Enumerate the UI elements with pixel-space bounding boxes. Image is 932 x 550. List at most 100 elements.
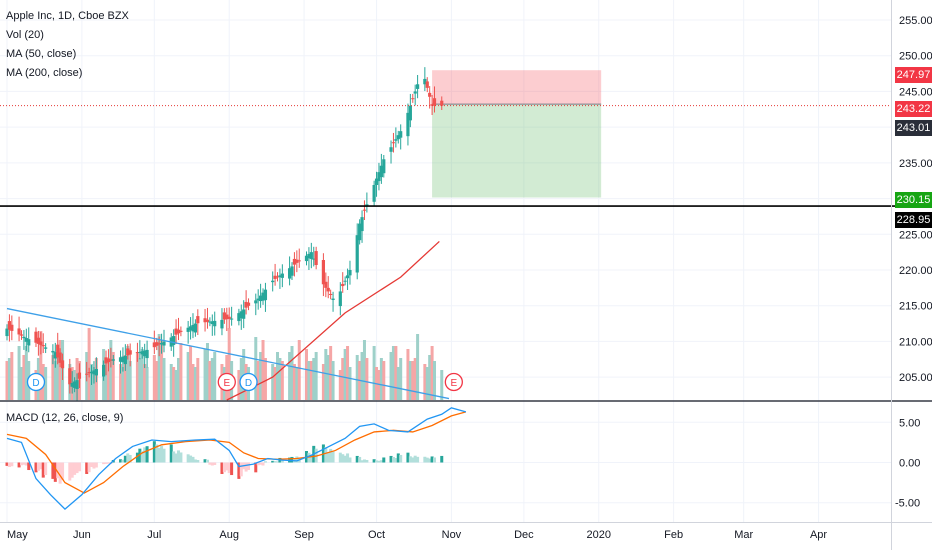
price-axis-tick-label: 250.00 <box>899 51 932 63</box>
candle-body <box>362 209 367 211</box>
candle-body <box>188 326 193 331</box>
candle-body <box>314 251 318 265</box>
volume-bar <box>87 328 91 400</box>
volume-bar <box>10 352 14 400</box>
legend-macd: MACD (12, 26, close, 9) <box>6 412 124 424</box>
macd-histogram-bar <box>205 459 209 463</box>
candle-body <box>145 349 149 359</box>
volume-bar <box>391 346 395 400</box>
volume-bar <box>321 364 325 400</box>
volume-bar <box>126 346 130 400</box>
candle-body <box>68 368 72 385</box>
event-marker-label: E <box>450 378 457 389</box>
macd-histogram-bar <box>174 453 178 463</box>
volume-bar <box>276 352 280 400</box>
candle-body <box>391 142 396 144</box>
volume-bar <box>259 352 263 400</box>
candle-body <box>41 345 45 347</box>
candle-body <box>17 328 21 335</box>
candle-body <box>126 348 130 356</box>
volume-bar <box>106 361 110 400</box>
macd-histogram-bar <box>244 462 248 472</box>
macd-histogram-bar <box>191 456 195 463</box>
macd-histogram-bar <box>87 462 91 473</box>
dividend-marker <box>26 372 46 392</box>
candle-body <box>416 84 420 89</box>
volume-bar <box>329 346 333 400</box>
candle-body <box>5 328 9 337</box>
macd-histogram-bar <box>213 462 217 466</box>
macd-histogram-bar <box>121 459 125 463</box>
event-marker-label: D <box>32 378 39 389</box>
volume-bar <box>256 361 260 400</box>
volume-bar <box>196 358 200 400</box>
macd-histogram-bar <box>73 462 77 475</box>
macd-histogram-bar <box>24 462 28 466</box>
candle-body <box>377 172 381 182</box>
volume-bar <box>307 361 311 400</box>
macd-histogram-bar <box>276 461 280 463</box>
volume-bar <box>297 340 301 400</box>
volume-bar <box>210 358 214 400</box>
macd-histogram-bar <box>208 462 212 465</box>
candle-body <box>271 280 275 283</box>
candle-body <box>34 331 38 343</box>
macd-histogram-bar <box>428 458 432 463</box>
macd-histogram-bar <box>53 462 57 482</box>
macd-histogram-bar <box>227 462 231 474</box>
macd-histogram-bar <box>225 462 229 471</box>
price-axis-tick-label: 225.00 <box>899 229 932 241</box>
time-axis-tick-label: Nov <box>442 529 462 541</box>
candle-body <box>213 320 217 327</box>
macd-histogram-bar <box>379 460 383 463</box>
candle-body <box>19 334 24 336</box>
volume-bar <box>179 343 183 400</box>
candle-body <box>399 131 403 138</box>
volume-bar <box>440 370 444 400</box>
candle-body <box>162 341 166 346</box>
candle-body <box>27 339 31 346</box>
candle-body <box>87 372 91 374</box>
macd-histogram-bar <box>273 461 277 463</box>
candle-body <box>94 369 98 376</box>
macd-histogram-bar <box>27 462 31 471</box>
candle-body <box>176 329 181 334</box>
event-marker-label: E <box>223 378 230 389</box>
price-tag-last: 243.01 <box>895 120 932 136</box>
volume-bar <box>145 367 149 400</box>
macd-histogram-bar <box>135 452 139 463</box>
candle-body <box>36 337 40 344</box>
macd-histogram-bar <box>58 462 62 484</box>
time-axis-tick-label: Sep <box>294 529 314 541</box>
macd-histogram-bar <box>375 460 379 463</box>
earnings-marker <box>444 372 463 392</box>
macd-histogram-bar <box>307 452 311 463</box>
volume-bar <box>24 346 28 400</box>
candle-body <box>254 300 258 304</box>
macd-histogram-bar <box>411 457 415 463</box>
candle-body <box>396 135 400 140</box>
time-axis-tick-label: Feb <box>664 529 683 541</box>
volume-bar <box>172 367 176 400</box>
volume-bar <box>128 361 132 400</box>
candle-body <box>92 370 96 375</box>
macd-histogram-bar <box>119 459 123 463</box>
macd-histogram-bar <box>329 448 333 463</box>
candle-body <box>203 318 207 323</box>
macd-histogram-bar <box>36 462 40 471</box>
volume-bar <box>278 358 282 400</box>
macd-histogram-bar <box>338 452 342 463</box>
candle-body <box>360 217 364 232</box>
volume-bar <box>205 343 209 400</box>
macd-histogram-bar <box>172 451 176 463</box>
candle-body <box>331 298 335 300</box>
candle-body <box>106 358 111 363</box>
volume-bar <box>174 370 178 400</box>
macd-histogram-bar <box>94 462 98 468</box>
volume-bar <box>411 361 415 400</box>
candle-body <box>225 314 229 320</box>
ma50-line <box>226 240 440 401</box>
volume-bar <box>360 352 364 400</box>
time-axis-tick-label: Aug <box>219 529 239 541</box>
